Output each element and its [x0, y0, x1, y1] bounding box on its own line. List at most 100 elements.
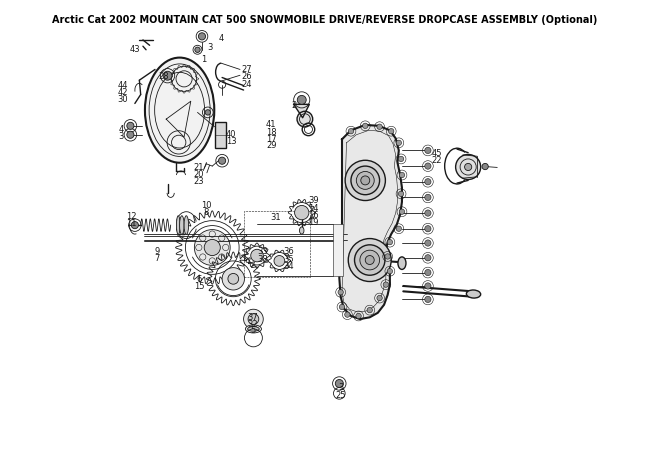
Ellipse shape — [248, 327, 259, 331]
Circle shape — [482, 164, 488, 170]
Text: 45: 45 — [432, 149, 442, 158]
Text: 42: 42 — [118, 88, 128, 97]
Circle shape — [465, 164, 472, 171]
Circle shape — [399, 172, 405, 178]
Circle shape — [351, 166, 380, 195]
Text: 31: 31 — [270, 212, 281, 221]
Circle shape — [205, 110, 211, 115]
Circle shape — [387, 268, 393, 274]
Text: 3: 3 — [338, 384, 343, 392]
Circle shape — [377, 295, 382, 301]
Text: 4: 4 — [118, 125, 124, 134]
Text: 7: 7 — [155, 254, 160, 263]
Text: 18: 18 — [266, 128, 277, 137]
Text: Arctic Cat 2002 MOUNTAIN CAT 500 SNOWMOBILE DRIVE/REVERSE DROPCASE ASSEMBLY (Opt: Arctic Cat 2002 MOUNTAIN CAT 500 SNOWMOB… — [52, 15, 598, 25]
Circle shape — [365, 255, 374, 265]
Ellipse shape — [466, 290, 480, 298]
Text: 27: 27 — [241, 65, 252, 74]
Text: 40: 40 — [226, 130, 237, 139]
Text: 15: 15 — [194, 282, 204, 291]
Text: 2: 2 — [291, 101, 296, 110]
Text: 22: 22 — [432, 156, 442, 165]
Text: 17: 17 — [266, 135, 277, 144]
Circle shape — [354, 245, 385, 275]
Circle shape — [294, 206, 309, 220]
Text: 26: 26 — [241, 72, 252, 81]
Circle shape — [424, 210, 431, 216]
Text: 11: 11 — [127, 219, 137, 228]
Circle shape — [222, 267, 244, 290]
Circle shape — [424, 254, 431, 261]
Bar — [244, 211, 310, 277]
Text: 1: 1 — [201, 55, 206, 64]
Circle shape — [398, 156, 404, 162]
Circle shape — [339, 304, 344, 310]
Text: 12: 12 — [127, 212, 137, 221]
Ellipse shape — [245, 325, 261, 333]
Text: 30: 30 — [118, 96, 128, 104]
Text: 20: 20 — [194, 170, 204, 179]
Ellipse shape — [398, 257, 406, 269]
Text: 43: 43 — [129, 45, 140, 54]
Circle shape — [387, 240, 393, 245]
Text: 6: 6 — [196, 275, 202, 284]
Text: 29: 29 — [266, 142, 276, 151]
Circle shape — [424, 296, 431, 302]
Circle shape — [344, 312, 350, 317]
Circle shape — [356, 171, 374, 189]
Circle shape — [194, 230, 230, 266]
Circle shape — [360, 250, 380, 270]
Text: 28: 28 — [159, 72, 169, 81]
Circle shape — [389, 129, 394, 134]
Circle shape — [424, 147, 431, 154]
Text: 19: 19 — [309, 218, 319, 227]
Circle shape — [424, 194, 431, 200]
Text: 21: 21 — [194, 164, 204, 172]
Circle shape — [396, 226, 402, 232]
Circle shape — [399, 209, 405, 214]
Circle shape — [163, 71, 172, 80]
Polygon shape — [294, 104, 309, 118]
Circle shape — [338, 289, 343, 295]
Text: 38: 38 — [257, 254, 268, 264]
Circle shape — [424, 226, 431, 232]
Text: 3: 3 — [118, 131, 124, 141]
Circle shape — [356, 313, 361, 319]
Circle shape — [383, 282, 389, 288]
Text: 37: 37 — [247, 313, 258, 322]
Circle shape — [348, 239, 391, 281]
Circle shape — [424, 283, 431, 289]
Circle shape — [297, 96, 306, 104]
Circle shape — [244, 309, 263, 329]
Text: 8: 8 — [203, 208, 209, 217]
Text: 34: 34 — [283, 262, 294, 271]
Circle shape — [348, 129, 354, 134]
Text: 39: 39 — [309, 197, 319, 206]
Text: 33: 33 — [257, 247, 268, 256]
Ellipse shape — [300, 227, 304, 234]
Ellipse shape — [145, 58, 214, 163]
Circle shape — [251, 249, 263, 262]
Text: 41: 41 — [266, 120, 276, 130]
Text: 13: 13 — [226, 137, 237, 146]
Circle shape — [345, 160, 385, 200]
Circle shape — [424, 178, 431, 185]
Circle shape — [424, 163, 431, 169]
Circle shape — [127, 131, 134, 138]
Circle shape — [195, 47, 200, 53]
Text: 36: 36 — [283, 247, 294, 256]
Circle shape — [456, 154, 481, 179]
Circle shape — [424, 269, 431, 276]
Polygon shape — [339, 125, 402, 319]
Circle shape — [398, 191, 404, 197]
Circle shape — [248, 314, 259, 324]
Circle shape — [361, 176, 370, 185]
Text: 44: 44 — [118, 81, 128, 90]
Text: 4: 4 — [218, 34, 224, 43]
Text: 24: 24 — [241, 80, 252, 89]
Circle shape — [127, 122, 134, 130]
Circle shape — [204, 240, 220, 255]
Circle shape — [363, 123, 368, 129]
Circle shape — [218, 157, 226, 164]
Circle shape — [377, 124, 382, 130]
